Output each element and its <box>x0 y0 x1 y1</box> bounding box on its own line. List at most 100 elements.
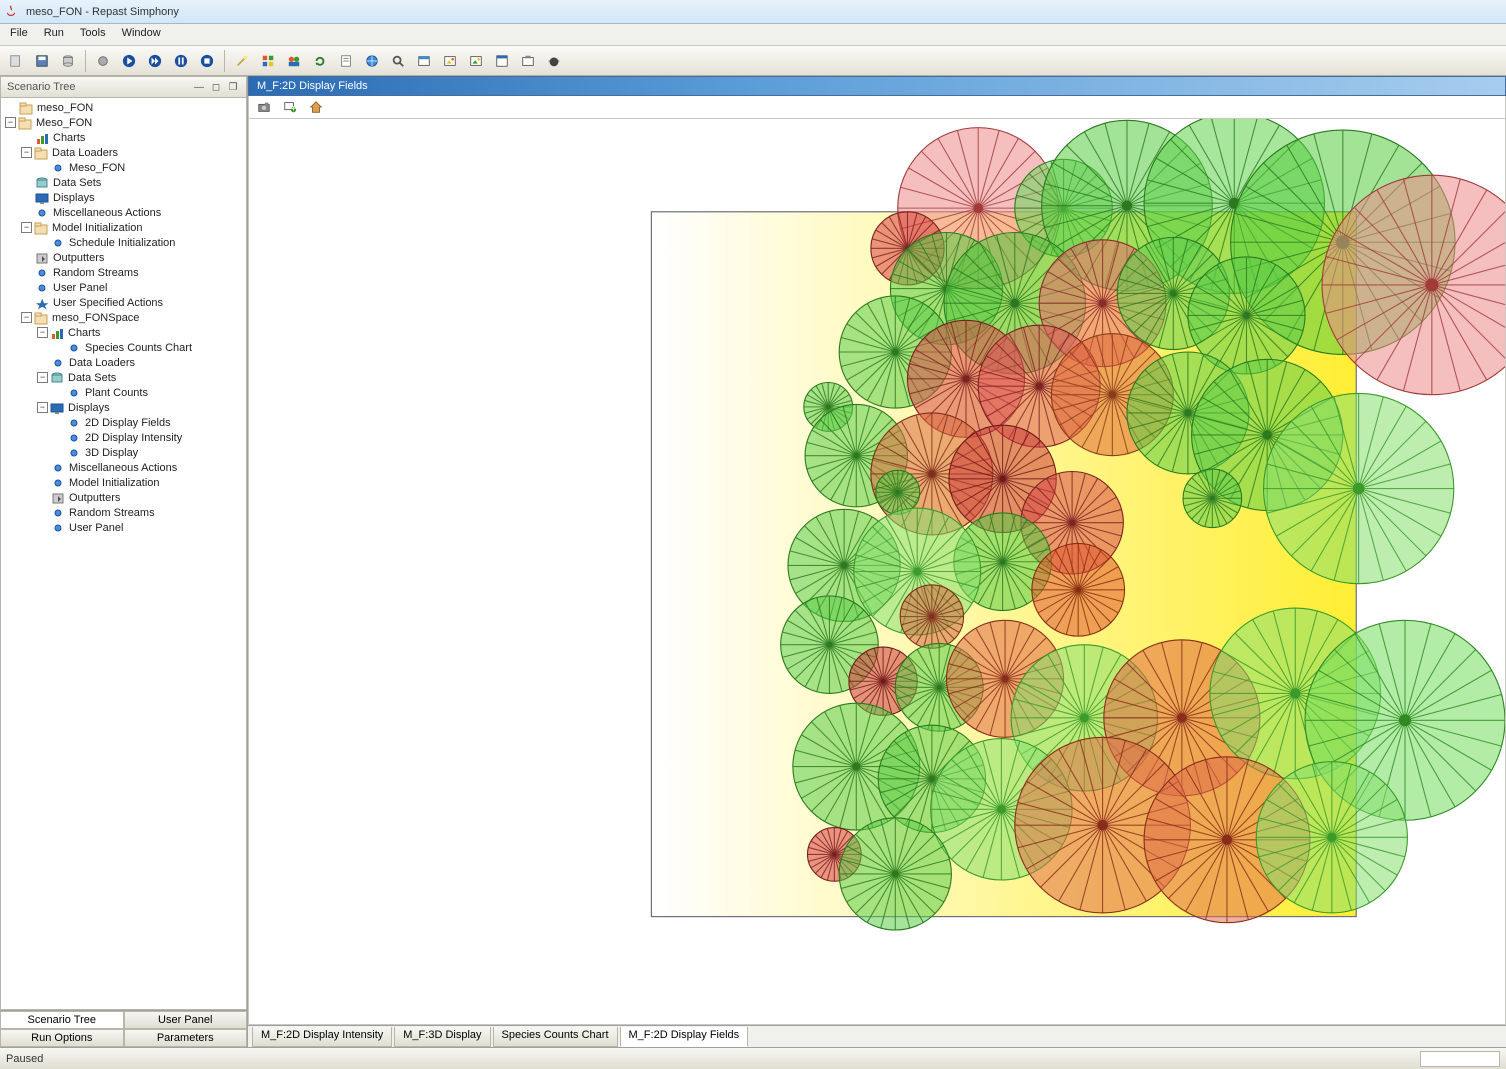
tree-label: Species Counts Chart <box>83 342 194 354</box>
menu-file[interactable]: File <box>2 24 36 45</box>
tree-node[interactable]: Charts <box>1 130 246 145</box>
scenario-tree[interactable]: meso_FON−Meso_FONCharts−Data LoadersMeso… <box>0 98 247 1010</box>
tree-node[interactable]: −Data Loaders <box>1 145 246 160</box>
tree-label: Charts <box>51 132 87 144</box>
search-icon[interactable] <box>386 49 410 73</box>
play-icon[interactable] <box>117 49 141 73</box>
tree-node[interactable]: Outputters <box>1 250 246 265</box>
tree-node[interactable]: 2D Display Fields <box>1 415 246 430</box>
tree-node[interactable]: Miscellaneous Actions <box>1 205 246 220</box>
folder-icon <box>34 146 48 160</box>
database-icon[interactable] <box>56 49 80 73</box>
dot-icon <box>51 461 65 475</box>
tree-node[interactable]: −Model Initialization <box>1 220 246 235</box>
tree-expander[interactable]: − <box>21 312 32 323</box>
tree-node[interactable]: −Charts <box>1 325 246 340</box>
tree-node[interactable]: Random Streams <box>1 265 246 280</box>
restore-icon[interactable]: ❐ <box>226 80 240 94</box>
tree-label: Outputters <box>67 492 122 504</box>
tree-node[interactable]: User Panel <box>1 520 246 535</box>
camera-icon[interactable] <box>255 98 273 116</box>
tree-node[interactable]: Species Counts Chart <box>1 340 246 355</box>
status-text: Paused <box>6 1053 43 1065</box>
left-tab-user-panel[interactable]: User Panel <box>124 1011 248 1029</box>
display-title: M_F:2D Display Fields <box>257 80 368 92</box>
tree-node[interactable]: Schedule Initialization <box>1 235 246 250</box>
tree-expander[interactable]: − <box>21 147 32 158</box>
bottom-tab[interactable]: Species Counts Chart <box>493 1027 618 1047</box>
dot-icon <box>35 281 49 295</box>
minimize-icon[interactable]: — <box>192 80 206 94</box>
tree-label: 2D Display Intensity <box>83 432 184 444</box>
record-icon[interactable] <box>91 49 115 73</box>
bottom-tab[interactable]: M_F:2D Display Fields <box>620 1027 749 1047</box>
tree-node[interactable]: −Displays <box>1 400 246 415</box>
tree-node[interactable]: User Specified Actions <box>1 295 246 310</box>
tree-node[interactable]: Plant Counts <box>1 385 246 400</box>
tree-node[interactable]: Meso_FON <box>1 160 246 175</box>
bottom-tab[interactable]: M_F:3D Display <box>394 1027 490 1047</box>
menu-window[interactable]: Window <box>114 24 169 45</box>
tree-node[interactable]: Data Sets <box>1 175 246 190</box>
main-toolbar <box>0 46 1506 76</box>
maximize-icon[interactable]: ◻ <box>209 80 223 94</box>
tree-node[interactable]: Miscellaneous Actions <box>1 460 246 475</box>
bottom-tab[interactable]: M_F:2D Display Intensity <box>252 1027 392 1047</box>
folder-icon <box>18 116 32 130</box>
bug-icon[interactable] <box>542 49 566 73</box>
report-icon[interactable] <box>334 49 358 73</box>
tree-node[interactable]: 3D Display <box>1 445 246 460</box>
picture-green-icon[interactable] <box>464 49 488 73</box>
left-tab-scenario-tree[interactable]: Scenario Tree <box>0 1011 124 1029</box>
tree-label: Random Streams <box>67 507 157 519</box>
tree-node[interactable]: 2D Display Intensity <box>1 430 246 445</box>
screenshot-icon[interactable] <box>516 49 540 73</box>
tree-node[interactable]: Random Streams <box>1 505 246 520</box>
field-visualization <box>249 119 1505 1024</box>
color-squares-icon[interactable] <box>256 49 280 73</box>
tree-node[interactable]: −meso_FONSpace <box>1 310 246 325</box>
stop-icon[interactable] <box>195 49 219 73</box>
tree-expander[interactable]: − <box>37 402 48 413</box>
tree-node[interactable]: Outputters <box>1 490 246 505</box>
browser-icon[interactable] <box>412 49 436 73</box>
toolbar-separator <box>224 50 225 72</box>
save-scenario-icon[interactable] <box>30 49 54 73</box>
tree-expander[interactable]: − <box>21 222 32 233</box>
tree-label: Model Initialization <box>67 477 162 489</box>
tree-label: Plant Counts <box>83 387 150 399</box>
tree-node[interactable]: Displays <box>1 190 246 205</box>
tree-label: Meso_FON <box>67 162 127 174</box>
add-display-icon[interactable]: + <box>281 98 299 116</box>
fast-forward-icon[interactable] <box>143 49 167 73</box>
tree-expander[interactable]: − <box>37 372 48 383</box>
dataset-icon <box>50 371 64 385</box>
tree-node[interactable]: User Panel <box>1 280 246 295</box>
window-icon[interactable] <box>490 49 514 73</box>
window-title: meso_FON - Repast Simphony <box>26 6 179 18</box>
tree-node[interactable]: meso_FON <box>1 100 246 115</box>
menu-run[interactable]: Run <box>36 24 72 45</box>
home-icon[interactable] <box>307 98 325 116</box>
wand-icon[interactable] <box>230 49 254 73</box>
globe-icon[interactable] <box>360 49 384 73</box>
tree-expander[interactable]: − <box>37 327 48 338</box>
left-panel: Scenario Tree — ◻ ❐ meso_FON−Meso_FONCha… <box>0 76 248 1047</box>
pause-icon[interactable] <box>169 49 193 73</box>
tree-node[interactable]: Model Initialization <box>1 475 246 490</box>
tree-label: Data Sets <box>66 372 118 384</box>
display-canvas[interactable] <box>248 118 1506 1025</box>
new-scenario-icon[interactable] <box>4 49 28 73</box>
users-icon[interactable] <box>282 49 306 73</box>
tree-node[interactable]: −Meso_FON <box>1 115 246 130</box>
left-tab-run-options[interactable]: Run Options <box>0 1029 124 1047</box>
field-circle <box>876 470 920 514</box>
left-tab-parameters[interactable]: Parameters <box>124 1029 248 1047</box>
tree-expander[interactable]: − <box>5 117 16 128</box>
display-header: M_F:2D Display Fields <box>248 76 1506 96</box>
tree-node[interactable]: − Data Sets <box>1 370 246 385</box>
menu-tools[interactable]: Tools <box>72 24 114 45</box>
refresh-icon[interactable] <box>308 49 332 73</box>
picture-icon[interactable] <box>438 49 462 73</box>
tree-node[interactable]: Data Loaders <box>1 355 246 370</box>
